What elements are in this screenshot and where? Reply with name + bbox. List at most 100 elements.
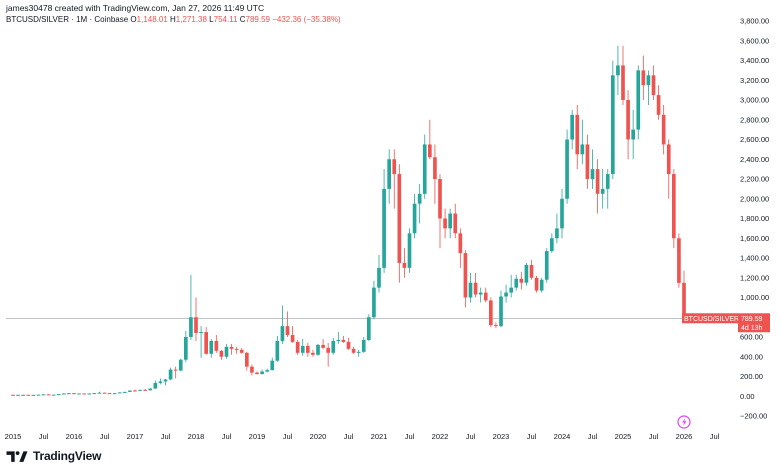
candle: [102, 392, 107, 394]
x-tick-label: 2018: [188, 432, 205, 441]
candle: [544, 248, 549, 283]
candle-body: [62, 393, 66, 395]
candle: [260, 369, 264, 375]
time-axis[interactable]: 2015 Jul 2016 Jul 2017 Jul 2018 Jul 2019 Jul 2020 J…: [5, 432, 720, 441]
candle-body: [21, 394, 25, 396]
tag-symbol-text: BTCUSD/SILVER: [684, 316, 739, 323]
candle: [178, 358, 183, 372]
candle: [433, 144, 437, 204]
candle: [16, 394, 20, 396]
x-tick-label: 2022: [432, 432, 449, 441]
candle: [555, 213, 559, 244]
exchange-label: Coinbase: [94, 15, 129, 24]
tag-countdown-text: 4d 13h: [741, 325, 763, 332]
candle: [51, 394, 56, 396]
candle-body: [336, 339, 341, 341]
candle-body: [31, 394, 36, 396]
candle: [255, 371, 259, 375]
candle: [346, 337, 351, 350]
candle-body: [585, 144, 590, 179]
x-tick-label: Jul: [283, 432, 293, 441]
candle-body: [250, 366, 254, 373]
candle-body: [265, 370, 269, 372]
candle-body: [82, 393, 86, 395]
candle: [504, 284, 508, 303]
candle-body: [433, 157, 437, 179]
candle: [204, 327, 208, 355]
candle-body: [153, 382, 158, 389]
candle: [443, 208, 447, 239]
x-tick-label: 2015: [5, 432, 22, 441]
x-tick-label: 2020: [310, 432, 327, 441]
y-tick-label: 3,800.00: [740, 17, 769, 26]
x-tick-label: Jul: [466, 432, 476, 441]
candle: [158, 378, 163, 385]
candle-body: [478, 292, 483, 295]
candle-body: [219, 350, 224, 357]
candle: [382, 169, 386, 273]
candle-body: [560, 198, 564, 229]
candle-body: [636, 70, 641, 130]
candle-body: [97, 392, 102, 394]
interval-label[interactable]: 1M: [76, 15, 88, 24]
candle: [67, 392, 71, 395]
candle: [336, 332, 341, 344]
candle: [621, 45, 625, 105]
price-axis[interactable]: 3,800.00 3,600.00 3,400.00 3,200.00 3,000.00…: [740, 17, 769, 421]
candle-body: [534, 277, 539, 291]
candle: [529, 259, 534, 280]
candle: [661, 104, 666, 155]
candle-body: [565, 139, 569, 199]
x-tick-label: 2019: [249, 432, 266, 441]
candle-body: [77, 393, 81, 395]
candle: [173, 366, 178, 379]
candle: [672, 169, 676, 249]
candle-body: [112, 393, 117, 395]
footer-brand: TradingView: [6, 449, 101, 463]
lightning-event-icon[interactable]: [677, 415, 691, 429]
candle-body: [468, 282, 473, 298]
candle: [585, 134, 590, 189]
candle-body: [158, 381, 163, 383]
candle: [250, 364, 254, 376]
candle-body: [67, 393, 71, 395]
candle-body: [509, 287, 513, 293]
x-tick-label: 2026: [676, 432, 693, 441]
candle: [626, 90, 630, 160]
candle: [682, 270, 686, 322]
candle: [428, 119, 432, 160]
candle: [539, 277, 544, 293]
candle-body: [143, 389, 147, 391]
candle-body: [489, 300, 493, 326]
candle-body: [407, 233, 412, 268]
candle: [168, 367, 173, 380]
candle-body: [626, 100, 630, 140]
candle: [489, 297, 493, 328]
candle-body: [41, 394, 46, 396]
candle: [397, 164, 402, 283]
candle: [417, 183, 422, 224]
candle-body: [428, 144, 432, 158]
chart-attribution: james30478 created with TradingView.com,…: [6, 3, 264, 13]
candle-body: [422, 144, 427, 194]
candle-body: [402, 262, 407, 268]
candle: [26, 394, 31, 396]
candle-body: [621, 65, 625, 100]
candle-body: [51, 394, 56, 396]
candle: [448, 208, 452, 239]
candle: [11, 394, 15, 396]
y-tick-label: 200.00: [740, 372, 763, 381]
candle: [356, 349, 361, 357]
tag-value-bg: [738, 313, 770, 333]
candle-body: [133, 390, 137, 392]
x-tick-label: 2021: [371, 432, 388, 441]
candle: [56, 394, 61, 396]
candle-body: [92, 393, 97, 395]
candle-body: [224, 346, 229, 357]
x-tick-label: Jul: [161, 432, 171, 441]
candle: [234, 346, 239, 354]
candle: [499, 290, 503, 328]
symbol-name[interactable]: BTCUSD/SILVER: [6, 15, 69, 24]
candle: [163, 378, 168, 386]
